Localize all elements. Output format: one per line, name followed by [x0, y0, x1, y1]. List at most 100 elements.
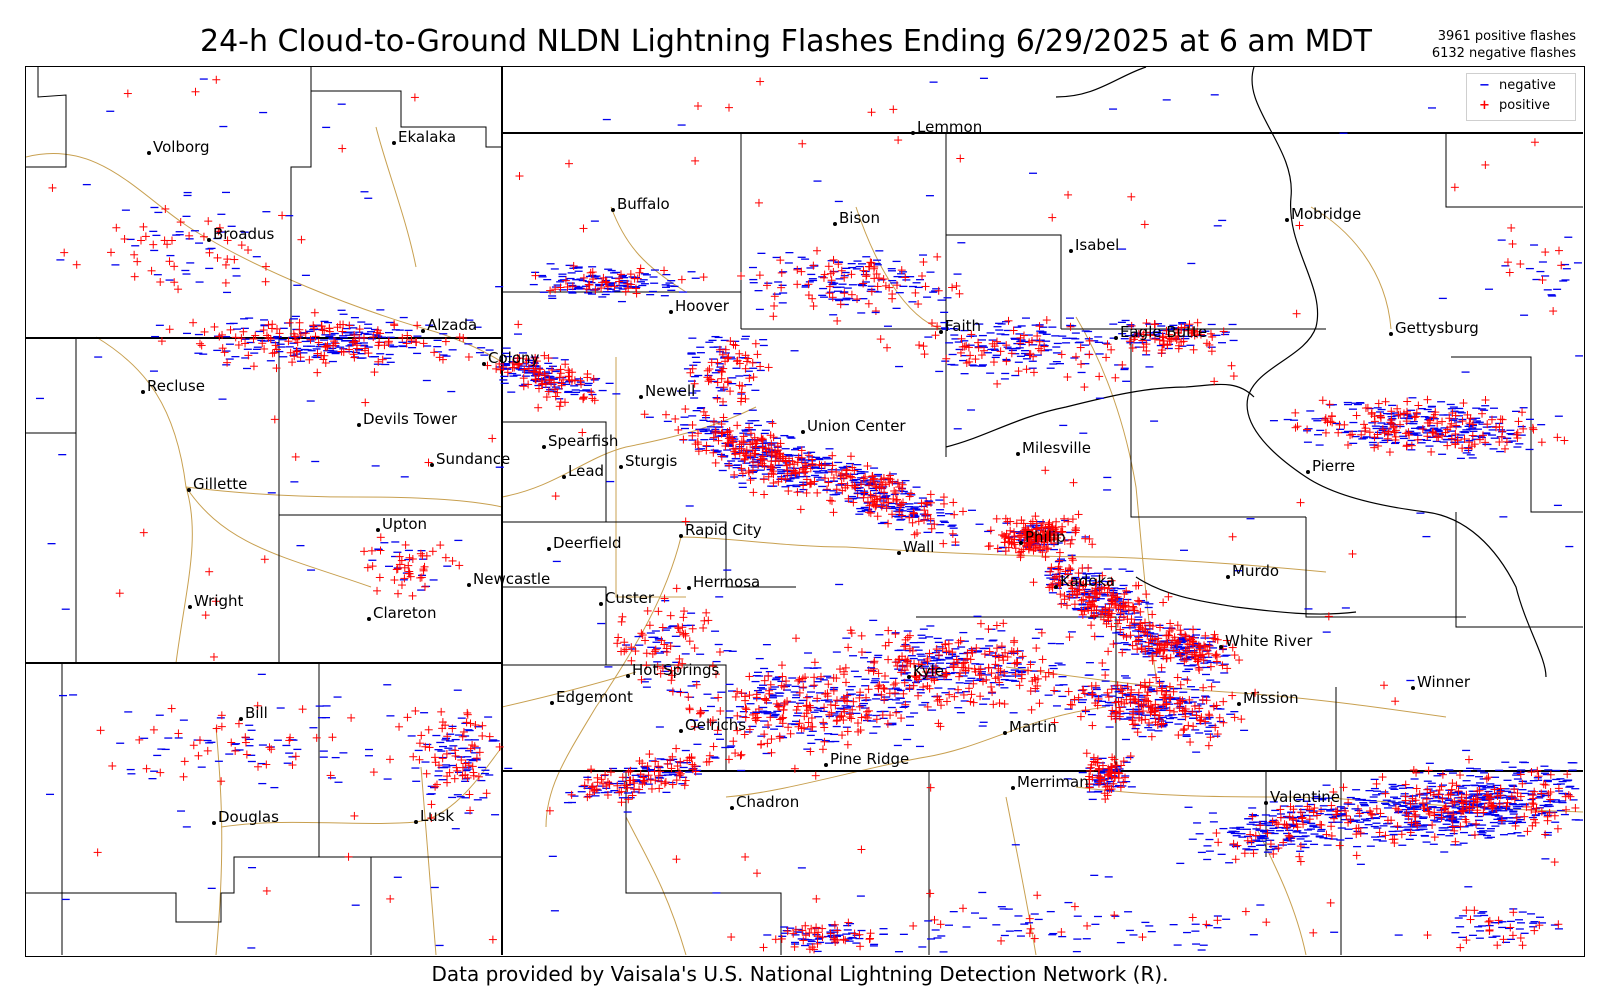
positive-flash	[1041, 524, 1050, 533]
positive-flash	[1031, 543, 1040, 552]
road	[185, 486, 372, 588]
positive-flash	[778, 714, 787, 723]
positive-flash	[882, 503, 891, 512]
positive-flash	[744, 467, 753, 476]
positive-flash	[1088, 721, 1097, 730]
positive-flash	[864, 481, 873, 490]
positive-flash	[1064, 517, 1073, 526]
positive-flash	[646, 775, 655, 784]
positive-flash	[557, 379, 566, 388]
county-border	[741, 234, 1062, 330]
positive-flash	[729, 438, 738, 447]
positive-flash	[1066, 539, 1075, 548]
positive-flash	[1000, 532, 1009, 541]
positive-flash	[1403, 397, 1412, 406]
positive-flash	[758, 435, 767, 444]
positive-flash	[844, 643, 853, 652]
road	[175, 486, 193, 664]
positive-flash	[1143, 691, 1152, 700]
positive-flash	[1293, 422, 1302, 431]
positive-flash	[580, 393, 589, 402]
positive-flash	[1237, 715, 1246, 724]
positive-flash	[754, 461, 763, 470]
positive-flash	[741, 704, 750, 713]
positive-flash	[1055, 556, 1064, 565]
positive-flash	[1035, 322, 1044, 331]
positive-flash	[917, 499, 926, 508]
positive-flash	[853, 719, 862, 728]
positive-flash	[1144, 719, 1153, 728]
positive-flash	[775, 734, 784, 743]
road	[95, 336, 187, 488]
positive-flash	[1456, 822, 1465, 831]
positive-flash	[1512, 813, 1521, 822]
positive-flash	[674, 425, 683, 434]
positive-flash	[1004, 543, 1013, 552]
positive-flash	[1010, 540, 1019, 549]
positive-flash	[853, 295, 862, 304]
positive-flash	[810, 681, 819, 690]
positive-flash	[796, 505, 805, 514]
positive-flash	[944, 639, 953, 648]
positive-flash	[914, 517, 923, 526]
road	[1005, 796, 1037, 955]
positive-flash	[828, 461, 837, 470]
positive-flash	[751, 439, 760, 448]
positive-flash	[787, 469, 796, 478]
positive-flash	[1041, 553, 1050, 562]
positive-flash	[921, 282, 930, 291]
positive-flash	[781, 456, 790, 465]
positive-flash	[688, 431, 697, 440]
positive-flash	[1078, 685, 1087, 694]
county-border	[26, 856, 319, 923]
road	[215, 726, 223, 955]
positive-flash	[1381, 397, 1390, 406]
positive-flash	[1030, 673, 1039, 682]
positive-flash	[1071, 525, 1080, 534]
positive-flash	[1068, 515, 1077, 524]
positive-flash	[1562, 805, 1571, 814]
positive-flash	[1098, 659, 1107, 668]
road	[545, 536, 682, 828]
positive-flash	[908, 518, 917, 527]
lightning-map[interactable]: Volborg Ekalaka Lemmon Buffalo Bison Mobridge…	[25, 66, 1585, 957]
positive-flash	[891, 489, 900, 498]
positive-flash	[841, 483, 850, 492]
positive-flash	[884, 655, 893, 664]
positive-flash	[1411, 810, 1420, 819]
positive-flash	[740, 454, 749, 463]
positive-flash	[920, 516, 929, 525]
positive-flash	[711, 428, 720, 437]
county-border	[502, 421, 607, 523]
positive-flash	[1443, 441, 1452, 450]
positive-flash	[721, 442, 730, 451]
positive-flash	[1393, 822, 1402, 831]
positive-flash	[795, 719, 804, 728]
positive-flash	[1335, 841, 1344, 850]
positive-flash	[587, 765, 596, 774]
positive-flash	[1381, 789, 1390, 798]
positive-flash	[937, 701, 946, 710]
positive-flash	[881, 480, 890, 489]
positive-flash	[1047, 563, 1056, 572]
map-title: 24-h Cloud-to-Ground NLDN Lightning Flas…	[200, 24, 1372, 59]
positive-flash	[1446, 790, 1455, 799]
positive-flash	[1038, 548, 1047, 557]
positive-flash	[591, 285, 600, 294]
positive-flash	[890, 486, 899, 495]
positive-flash	[804, 451, 813, 460]
positive-flash	[984, 625, 993, 634]
county-border	[1445, 133, 1583, 208]
positive-flash	[905, 631, 914, 640]
positive-flash	[989, 358, 998, 367]
positive-flash	[1437, 782, 1446, 791]
positive-flash	[1484, 773, 1493, 782]
positive-flash	[764, 672, 773, 681]
positive-flash	[746, 429, 755, 438]
county-border	[1305, 517, 1466, 618]
positive-flash	[1033, 524, 1042, 533]
positive-flash	[859, 279, 868, 288]
positive-flash	[883, 343, 892, 352]
positive-flash	[1034, 535, 1043, 544]
positive-flash	[871, 482, 880, 491]
